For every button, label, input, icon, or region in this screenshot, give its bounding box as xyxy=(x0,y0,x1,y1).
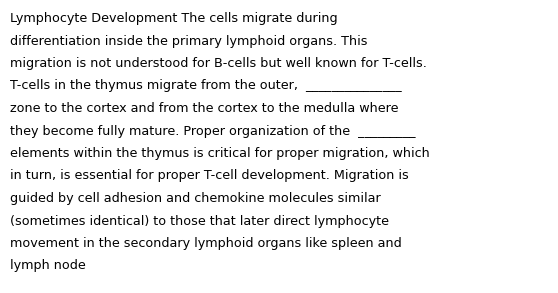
Text: migration is not understood for B-cells but well known for T-cells.: migration is not understood for B-cells … xyxy=(10,57,427,70)
Text: differentiation inside the primary lymphoid organs. This: differentiation inside the primary lymph… xyxy=(10,35,368,47)
Text: T-cells in the thymus migrate from the outer,  _______________: T-cells in the thymus migrate from the o… xyxy=(10,79,402,93)
Text: zone to the cortex and from the cortex to the medulla where: zone to the cortex and from the cortex t… xyxy=(10,102,398,115)
Text: they become fully mature. Proper organization of the  _________: they become fully mature. Proper organiz… xyxy=(10,125,416,137)
Text: in turn, is essential for proper T-cell development. Migration is: in turn, is essential for proper T-cell … xyxy=(10,169,409,183)
Text: movement in the secondary lymphoid organs like spleen and: movement in the secondary lymphoid organ… xyxy=(10,237,402,250)
Text: lymph node: lymph node xyxy=(10,260,86,272)
Text: (sometimes identical) to those that later direct lymphocyte: (sometimes identical) to those that late… xyxy=(10,214,389,227)
Text: elements within the thymus is critical for proper migration, which: elements within the thymus is critical f… xyxy=(10,147,430,160)
Text: guided by cell adhesion and chemokine molecules similar: guided by cell adhesion and chemokine mo… xyxy=(10,192,381,205)
Text: Lymphocyte Development The cells migrate during: Lymphocyte Development The cells migrate… xyxy=(10,12,338,25)
